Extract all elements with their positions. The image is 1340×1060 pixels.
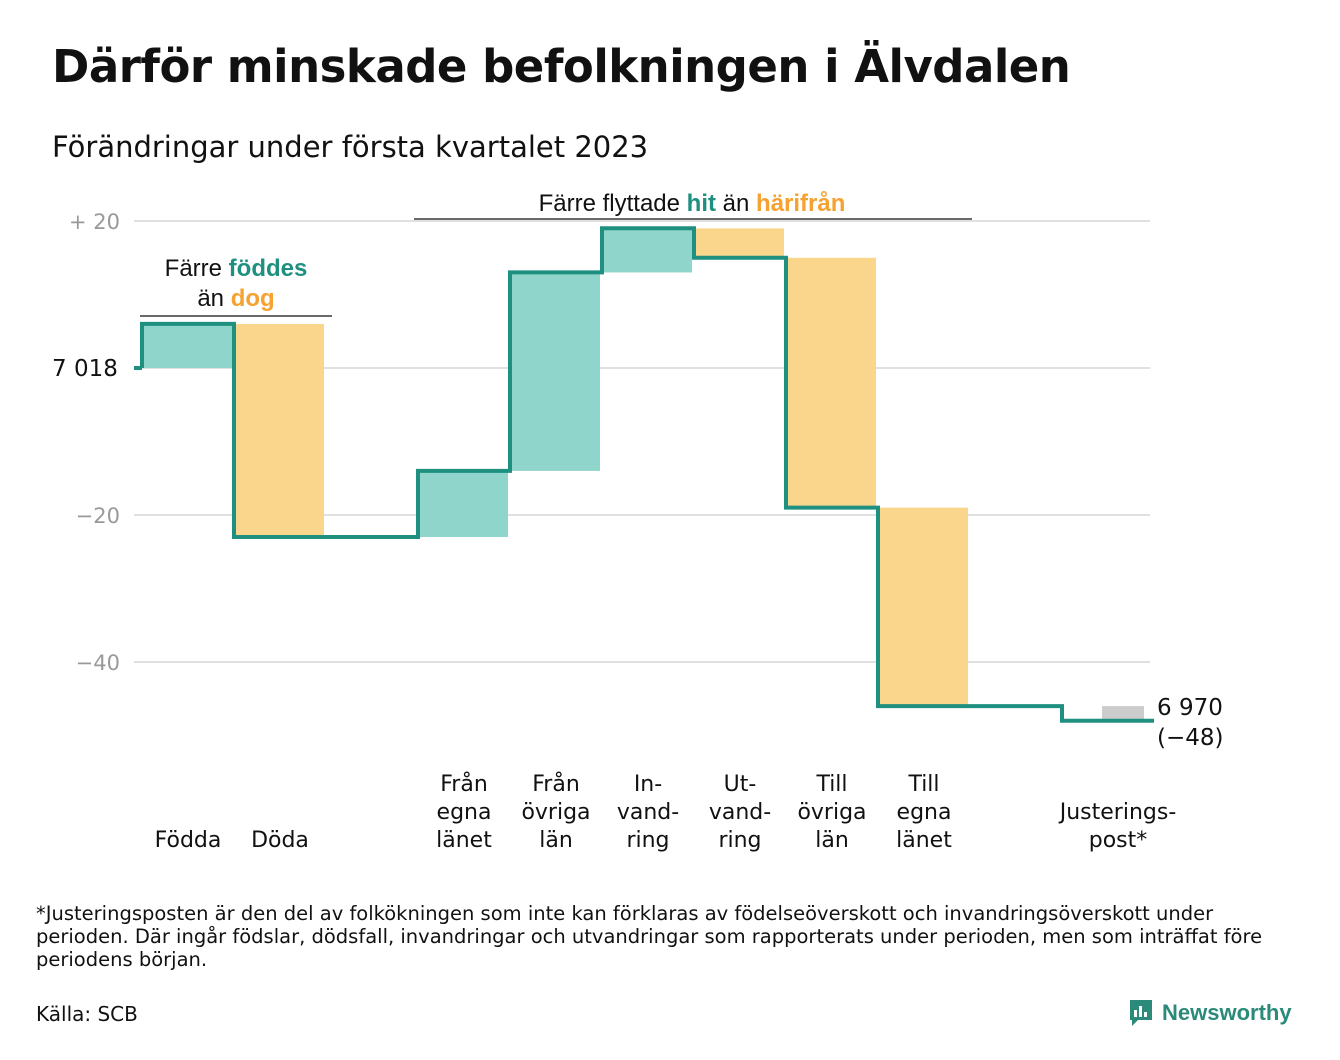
x-category-label: Döda: [251, 828, 309, 853]
annotation-births-line2-part: än: [197, 285, 230, 312]
x-category-label: post*: [1089, 828, 1148, 853]
annotation-moves-line-part: härifrån: [756, 190, 845, 217]
annotation-moves-line-part: än: [716, 190, 756, 217]
annotation-births-line1-part: Färre: [165, 255, 229, 282]
bar-increase: [604, 228, 692, 273]
start-value-label: 7 018: [52, 356, 118, 382]
x-category-label: Från: [532, 771, 580, 797]
x-category-label: länet: [436, 828, 492, 853]
x-category-label: vand-: [709, 800, 771, 825]
newsworthy-icon: [1130, 1000, 1152, 1026]
x-category-label: Till: [907, 772, 939, 797]
footnote: *Justeringsposten är den del av folkökni…: [36, 902, 1263, 971]
y-tick-label: −40: [76, 651, 120, 675]
annotation-moves-line: Färre flyttade hit än härifrån: [539, 190, 846, 217]
source-label: Källa: SCB: [36, 1002, 138, 1026]
x-category-label: In-: [634, 772, 662, 797]
bar-adjustment: [1102, 706, 1144, 721]
end-value-label: 6 970: [1157, 695, 1223, 721]
bar-increase: [512, 272, 600, 471]
bar-decrease: [696, 228, 784, 258]
bar-increase: [420, 470, 508, 538]
x-category-label: egna: [437, 800, 492, 825]
chart-title: Därför minskade befolkningen i Älvdalen: [52, 40, 1071, 93]
y-tick-label: + 20: [69, 210, 120, 234]
newsworthy-logo: Newsworthy: [1128, 996, 1292, 1030]
x-category-label: Från: [440, 771, 488, 797]
waterfall-chart: + 20 −20 −40 7 018 6 970 (−48) Födda Döda Från eg…: [52, 190, 1223, 853]
bar-increase: [144, 323, 232, 368]
x-category-label: vand-: [617, 800, 679, 825]
x-category-label: länet: [896, 828, 952, 853]
annotation-births-line1: Färre föddes: [165, 255, 308, 282]
x-category-label: ring: [718, 828, 761, 853]
x-category-label: Ut-: [724, 772, 757, 797]
bar-decrease: [880, 507, 968, 707]
x-category-label: län: [539, 828, 573, 853]
x-category-label: ring: [626, 828, 669, 853]
annotation-moves-line-part: Färre flyttade: [539, 190, 687, 217]
brand-name: Newsworthy: [1162, 1000, 1292, 1025]
x-category-label: län: [815, 828, 849, 853]
x-category-label: Till: [815, 772, 847, 797]
annotation-births-line2: än dog: [197, 285, 274, 312]
cumulative-step-line: [140, 226, 1154, 723]
annotation-births-line1-part: föddes: [229, 255, 308, 282]
y-tick-label: −20: [76, 504, 120, 528]
x-category-label: övriga: [521, 800, 590, 825]
chart-subtitle: Förändringar under första kvartalet 2023: [52, 130, 649, 164]
bar-decrease: [788, 257, 876, 508]
x-category-label: Födda: [155, 828, 222, 853]
x-category-label: egna: [897, 800, 952, 825]
annotation-moves-line-part: hit: [687, 190, 716, 217]
annotation-births-line2-part: dog: [231, 285, 275, 312]
x-category-label: Justerings-: [1058, 800, 1177, 825]
bar-decrease: [236, 323, 324, 538]
end-change-label: (−48): [1157, 725, 1223, 751]
x-category-label: övriga: [797, 800, 866, 825]
